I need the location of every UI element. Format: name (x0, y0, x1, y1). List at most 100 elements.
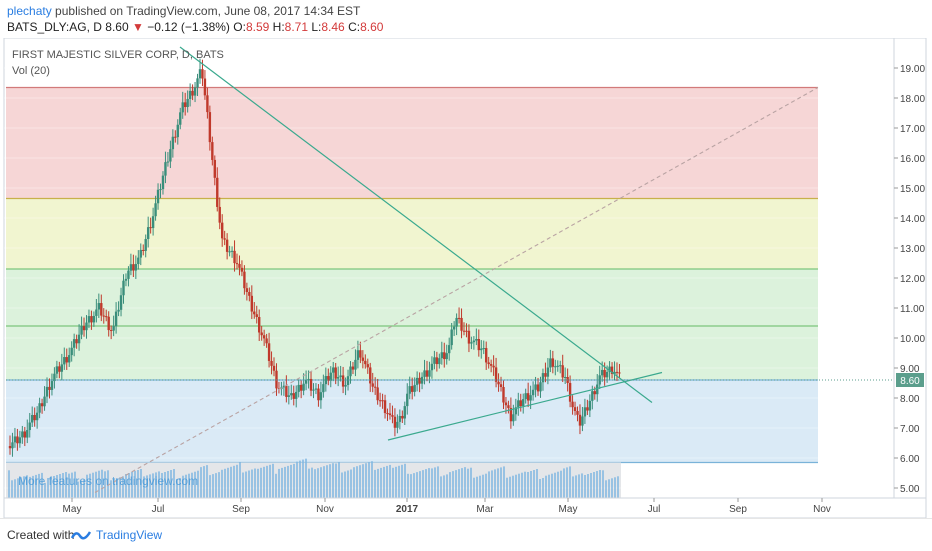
candle-body (105, 316, 108, 318)
volume-bar (254, 468, 256, 498)
price-axis[interactable]: 5.00 6.00 7.00 8.00 9.00 10.00 11.00 12.00 13.00… (894, 64, 925, 495)
volume-bar (482, 474, 484, 498)
volume-bar (197, 470, 199, 498)
created-with-label: Created with (7, 528, 75, 542)
time-axis[interactable]: May Jul Sep Nov 2017 Mar May Jul Sep Nov (63, 498, 831, 515)
volume-bar (446, 474, 448, 498)
volume-bar (362, 464, 364, 498)
candle-body (312, 389, 315, 391)
volume-bar (152, 473, 154, 498)
candle-body (174, 136, 177, 138)
volume-bar (401, 464, 403, 498)
volume-bar (119, 477, 121, 498)
publish-line: plechaty published on TradingView.com, J… (7, 4, 360, 18)
candle-body (448, 345, 451, 354)
candle-body (55, 366, 59, 374)
candle-body (578, 414, 582, 426)
volume-bar (260, 467, 262, 498)
volume-bar (569, 466, 571, 498)
volume-bar (224, 468, 226, 498)
x-tick-label: Sep (232, 504, 250, 515)
ascending-trendline (387, 371, 663, 441)
candle-body (489, 364, 493, 366)
candle-body (245, 288, 249, 293)
volume-bar (365, 463, 367, 498)
volume-bar (86, 474, 88, 498)
volume-bar (104, 471, 106, 498)
candle-body (440, 352, 443, 359)
candle-body (23, 431, 27, 438)
volume-bar (38, 473, 40, 498)
candle-body (45, 386, 49, 397)
volume-bar (131, 472, 133, 498)
volume-bar (71, 472, 73, 498)
tradingview-link[interactable]: TradingView (96, 528, 163, 542)
candle-body (213, 159, 216, 178)
candle-body (364, 360, 367, 365)
volume-bar (275, 473, 277, 498)
candle-body (445, 353, 448, 360)
candle-body (438, 358, 441, 365)
volume-bar (245, 471, 247, 498)
candle-body (109, 330, 113, 332)
volume-bar (428, 468, 430, 498)
author-link[interactable]: plechaty (7, 4, 52, 18)
candle-body (169, 149, 172, 162)
y-tick-label: 19.00 (900, 64, 925, 75)
candle-body (43, 396, 46, 407)
volume-bar (44, 482, 46, 498)
volume-bar (386, 465, 388, 498)
candle-body (309, 378, 313, 391)
candle-body (322, 384, 325, 393)
volume-bar (140, 469, 142, 498)
volume-bar (146, 475, 148, 498)
candle-body (102, 315, 105, 317)
candle-body (181, 102, 184, 113)
y-tick-label: 15.00 (900, 184, 925, 195)
candle-body (260, 332, 263, 336)
price-chart[interactable]: 5.00 6.00 7.00 8.00 9.00 10.00 11.00 12.00 13.00… (0, 38, 932, 518)
candle-body (396, 421, 399, 428)
fib-zone (6, 87, 818, 199)
y-tick-label: 10.00 (900, 334, 925, 345)
volume-bar (461, 468, 463, 498)
volume-bar (269, 464, 271, 498)
candle-body (151, 216, 155, 229)
candle-body (171, 136, 175, 150)
volume-bar (383, 466, 385, 498)
volume-bar (191, 472, 193, 498)
candle-body (13, 436, 17, 443)
tradingview-logo-icon[interactable] (70, 528, 92, 542)
close-value: 8.60 (360, 20, 384, 34)
ticker-label: BATS_DLY:AG, D (7, 20, 102, 34)
candle-body (208, 112, 212, 143)
volume-bar (506, 477, 508, 498)
footer-bar: Created with TradingView (0, 518, 932, 551)
volume-bar (434, 467, 436, 498)
volume-bar (287, 465, 289, 498)
watermark-text[interactable]: More features on tradingview.com (18, 474, 198, 488)
volume-bar (107, 470, 109, 498)
candle-body (618, 372, 621, 374)
volume-bar (458, 469, 460, 498)
candle-body (334, 367, 337, 379)
volume-bar (341, 472, 343, 498)
volume-bar (479, 475, 481, 498)
volume-bar (338, 462, 340, 498)
candle-body (386, 413, 389, 415)
volume-bar (416, 472, 418, 498)
candle-body (112, 326, 115, 331)
volume-bar (488, 471, 490, 498)
candle-body (608, 366, 611, 372)
candle-body (450, 329, 453, 346)
candle-body (142, 249, 145, 251)
volume-bar (611, 478, 613, 498)
candle-body (77, 334, 81, 344)
volume-bar (17, 478, 19, 498)
volume-bar (164, 472, 166, 498)
volume-bar (584, 475, 586, 498)
volume-bar (593, 472, 595, 498)
volume-bar (422, 470, 424, 498)
candle-body (470, 342, 473, 344)
candle-body (50, 381, 54, 390)
